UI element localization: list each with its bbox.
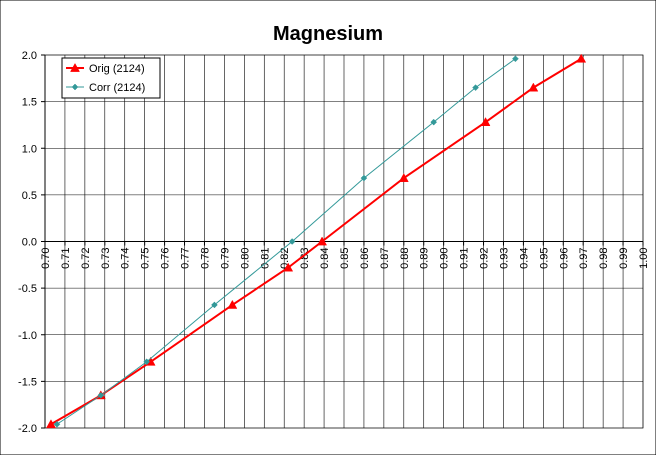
x-tick-label: 0.75 bbox=[140, 248, 152, 269]
x-tick-label: 0.79 bbox=[219, 248, 231, 269]
data-point-orig-2124 bbox=[528, 82, 539, 92]
x-tick-label: 0.95 bbox=[538, 248, 550, 269]
y-tick-label: 0.5 bbox=[22, 190, 37, 202]
y-tick-label: -2.0 bbox=[18, 423, 37, 435]
series-line-orig-2124 bbox=[50, 57, 582, 426]
y-tick-label: 1.0 bbox=[22, 143, 37, 155]
x-tick-label: 0.90 bbox=[439, 248, 451, 269]
x-tick-label: 0.88 bbox=[399, 248, 411, 269]
legend-label-orig-2124: Orig (2124) bbox=[89, 63, 145, 75]
data-point-orig-2124 bbox=[227, 299, 238, 309]
y-tick-label: -1.0 bbox=[18, 330, 37, 342]
x-tick-label: 0.97 bbox=[578, 248, 590, 269]
data-point-orig-2124 bbox=[46, 419, 56, 429]
data-point-corr-2124 bbox=[211, 301, 218, 309]
y-tick-label: -1.5 bbox=[18, 376, 37, 388]
x-tick-label: 0.87 bbox=[379, 248, 391, 269]
x-tick-label: 0.72 bbox=[80, 248, 92, 269]
data-point-corr-2124 bbox=[97, 392, 105, 399]
x-tick-label: 0.96 bbox=[558, 248, 570, 269]
legend-label-corr-2124: Corr (2124) bbox=[89, 82, 145, 94]
chart-title: Magnesium bbox=[273, 23, 383, 45]
data-point-orig-2124 bbox=[317, 236, 327, 246]
series-corr-2124 bbox=[53, 55, 519, 428]
x-tick-label: 0.85 bbox=[339, 248, 351, 269]
data-point-orig-2124 bbox=[283, 262, 294, 272]
x-tick-label: 0.70 bbox=[40, 248, 52, 269]
data-point-corr-2124 bbox=[472, 84, 479, 91]
x-tick-label: 0.78 bbox=[199, 248, 211, 269]
x-tick-label: 1.00 bbox=[638, 248, 650, 269]
x-tick-label: 0.91 bbox=[459, 248, 471, 269]
x-tick-label: 0.77 bbox=[180, 248, 192, 269]
legend-box bbox=[61, 57, 161, 99]
data-point-corr-2124 bbox=[360, 174, 368, 182]
data-point-corr-2124 bbox=[430, 118, 438, 126]
legend-swatch-marker-corr-2124 bbox=[71, 83, 79, 91]
legend-swatch-marker-orig-2124 bbox=[70, 62, 80, 72]
y-tick-label: 1.5 bbox=[22, 97, 37, 109]
x-tick-label: 0.81 bbox=[259, 248, 271, 269]
x-tick-label: 0.99 bbox=[618, 248, 630, 269]
plot-area: 0.70 0.71 0.72 0.73 0.74 0.75 0.76 0.77 0.78 0.79… bbox=[18, 50, 650, 435]
data-point-orig-2124 bbox=[480, 117, 491, 126]
data-point-corr-2124 bbox=[512, 55, 519, 63]
y-tick-label: -0.5 bbox=[18, 283, 37, 295]
data-point-corr-2124 bbox=[288, 238, 296, 245]
x-tick-label: 0.80 bbox=[239, 247, 251, 268]
x-tick-label: 0.93 bbox=[498, 248, 510, 269]
data-point-corr-2124 bbox=[143, 358, 151, 366]
legend: Orig (2124) Corr (2124) bbox=[61, 57, 161, 99]
x-tick-label: 0.71 bbox=[60, 248, 72, 269]
y-tick-label: 2.0 bbox=[22, 50, 37, 62]
x-tick-label: 0.73 bbox=[100, 248, 112, 269]
y-tick-label: 0.0 bbox=[22, 237, 37, 249]
x-tick-label: 0.92 bbox=[479, 248, 491, 269]
x-tick-label: 0.76 bbox=[160, 248, 172, 269]
x-tick-label: 0.94 bbox=[518, 248, 530, 269]
data-point-corr-2124 bbox=[53, 420, 61, 428]
x-tick-label: 0.74 bbox=[120, 248, 132, 269]
x-tick-label: 0.86 bbox=[359, 248, 371, 269]
data-point-orig-2124 bbox=[398, 173, 409, 182]
x-tick-label: 0.89 bbox=[419, 248, 431, 269]
x-tick-label: 0.98 bbox=[598, 248, 610, 269]
data-point-orig-2124 bbox=[576, 53, 587, 63]
x-tick-label: 0.84 bbox=[319, 248, 331, 269]
